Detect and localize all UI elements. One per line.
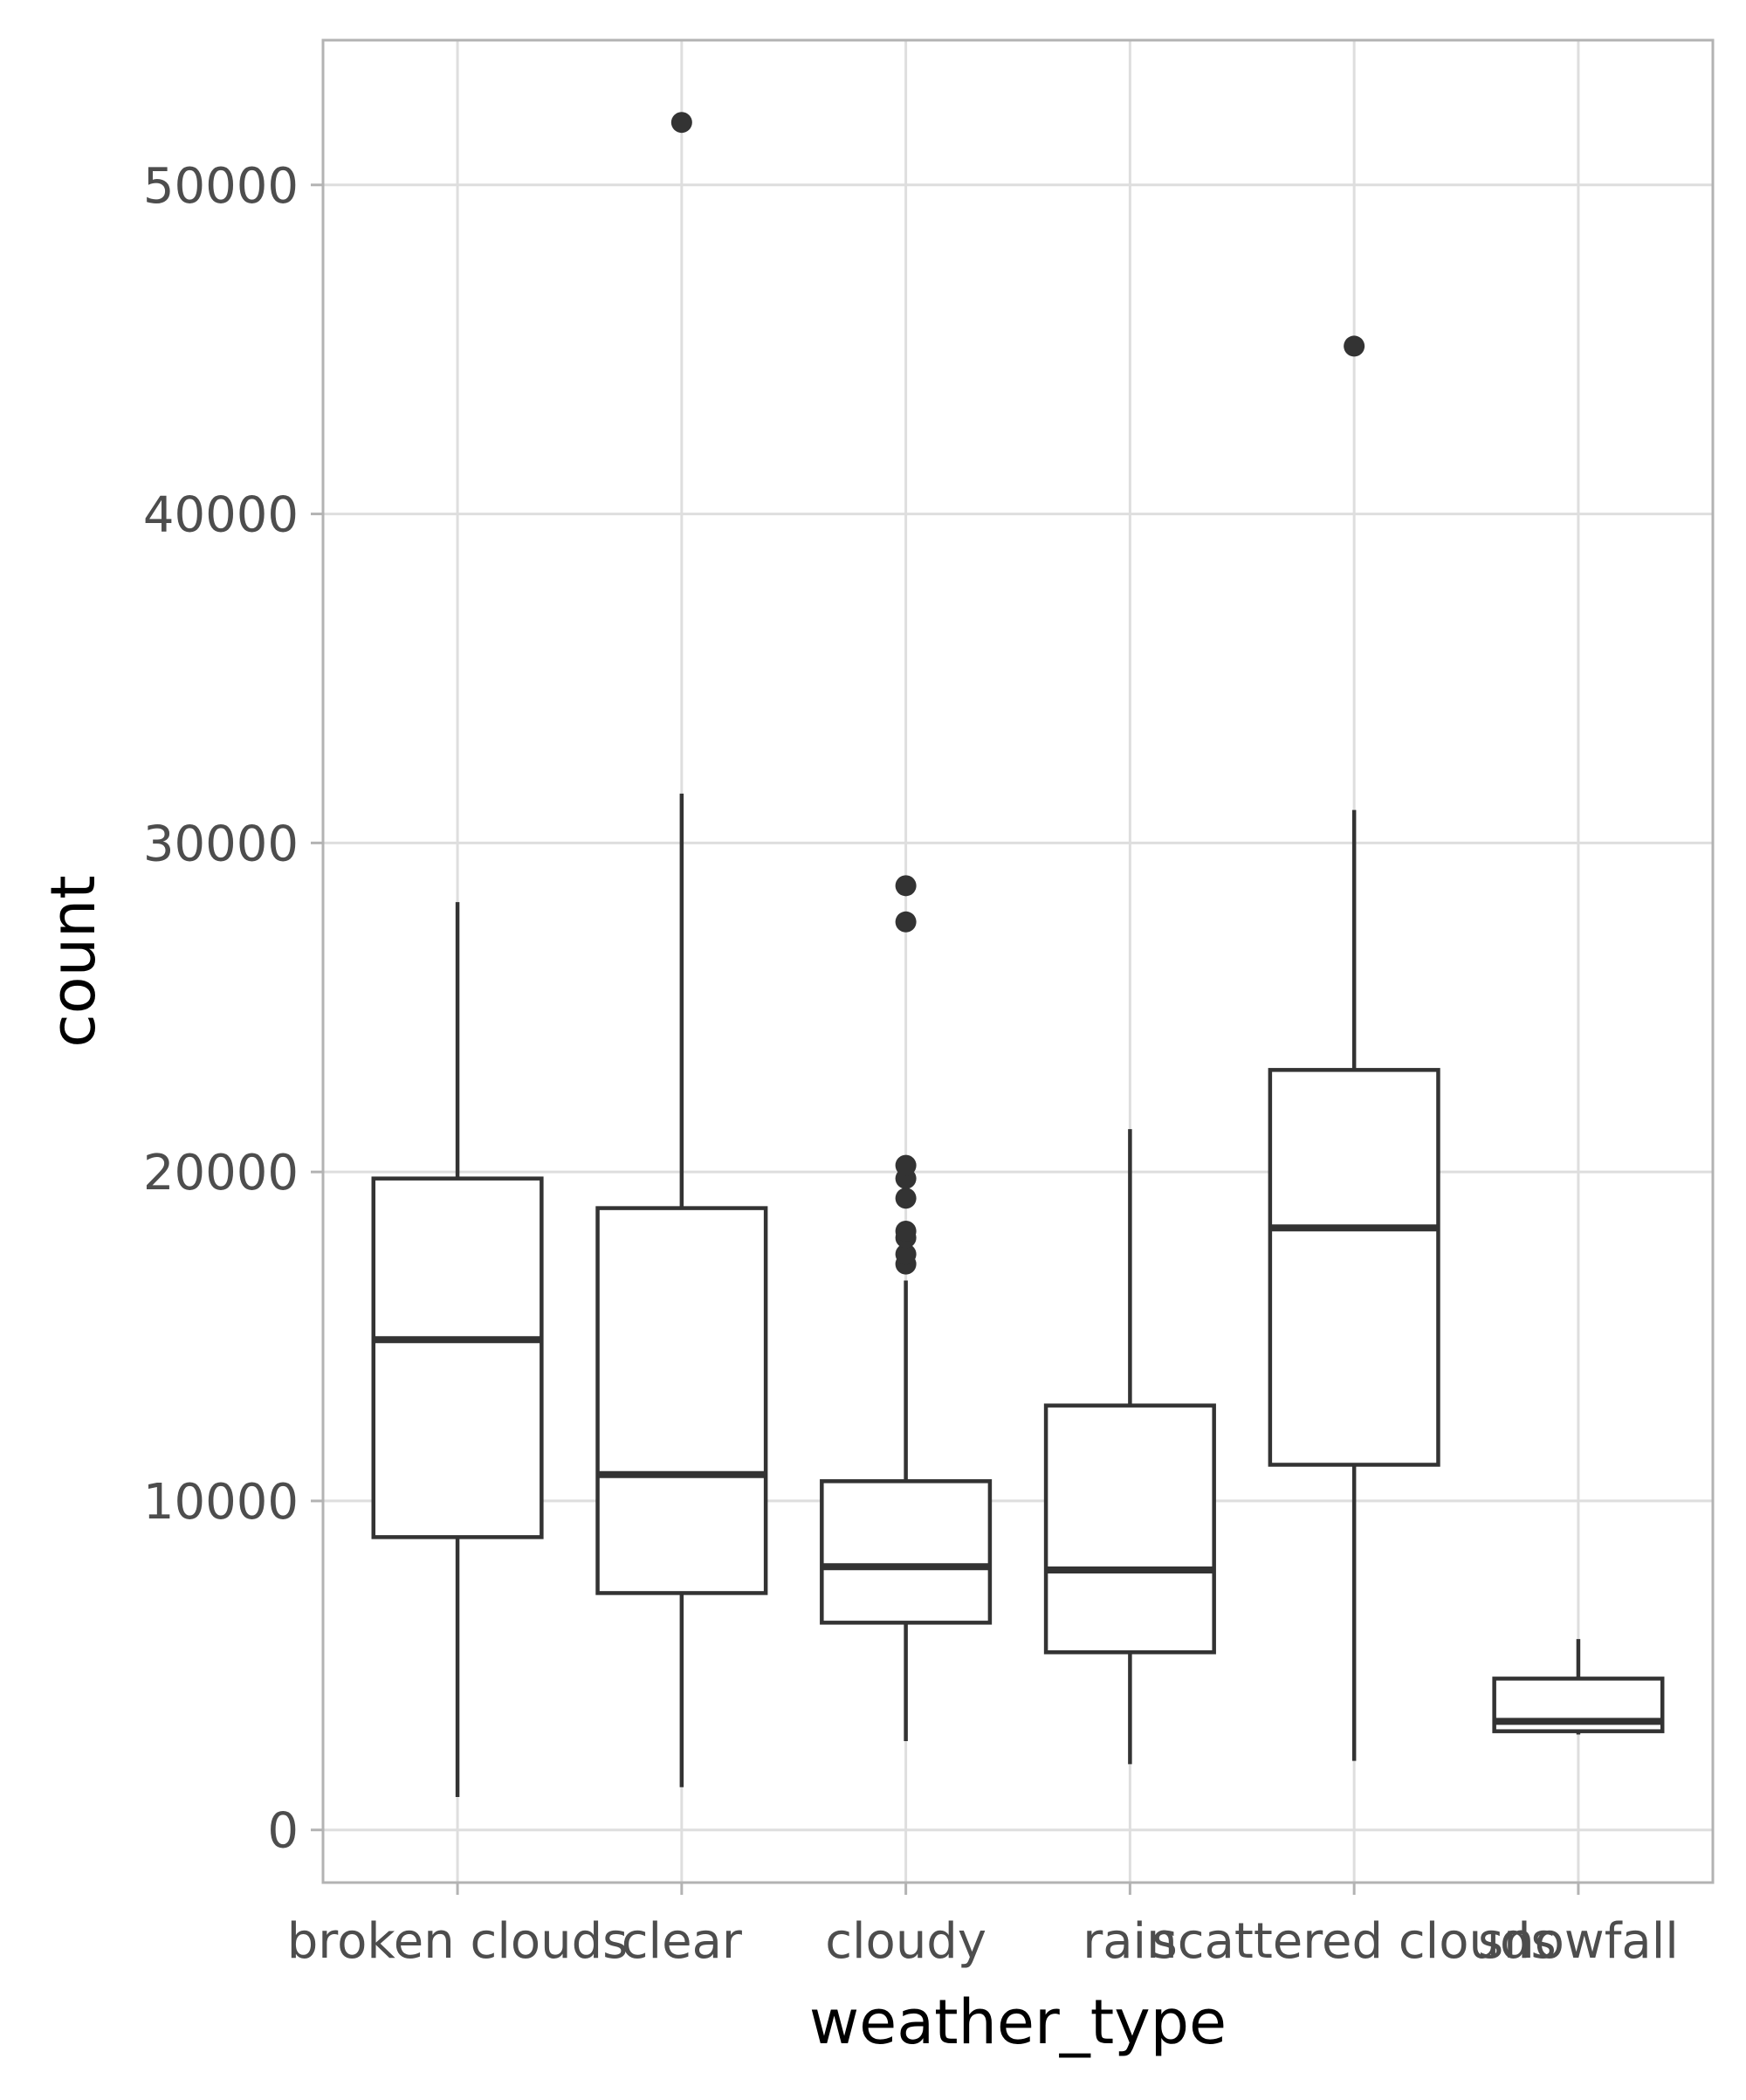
box-group [371, 902, 544, 1798]
outlier-point [895, 1154, 917, 1176]
box-group [595, 112, 768, 1787]
x-tick-label: cloudy [825, 1913, 986, 1970]
x-tick-label: scattered clouds [1152, 1913, 1557, 1970]
box [1043, 1403, 1216, 1655]
y-axis-title: count [38, 875, 109, 1048]
boxes [371, 112, 1665, 1798]
box-group [1043, 1129, 1216, 1765]
y-tick-label: 50000 [143, 158, 299, 215]
outlier-point [1344, 335, 1365, 357]
y-tick-label: 20000 [143, 1145, 299, 1201]
box [595, 1206, 768, 1595]
y-tick-label: 40000 [143, 487, 299, 544]
panel-border [321, 38, 1715, 1884]
x-tick-label: broken clouds [287, 1913, 629, 1970]
outlier-point [895, 1188, 917, 1209]
outlier-point [895, 875, 917, 897]
outlier-point [670, 112, 692, 134]
outlier-point [895, 911, 917, 933]
box-group [820, 875, 993, 1741]
x-tick-label: rain [1083, 1913, 1177, 1970]
y-tick-label: 30000 [143, 816, 299, 872]
x-tick-label: snowfall [1478, 1913, 1679, 1970]
outlier-point [895, 1243, 917, 1265]
box-group [1268, 335, 1440, 1761]
box [1268, 1068, 1440, 1467]
x-tick-label: clear [622, 1913, 743, 1970]
box [371, 1176, 544, 1539]
y-tick-label: 10000 [143, 1474, 299, 1531]
y-tick-label: 0 [267, 1803, 299, 1860]
box [820, 1479, 993, 1625]
grid [323, 40, 1713, 1883]
outlier-point [895, 1220, 917, 1242]
x-axis-title: weather_type [809, 1986, 1227, 2058]
box-group [1492, 1639, 1665, 1735]
